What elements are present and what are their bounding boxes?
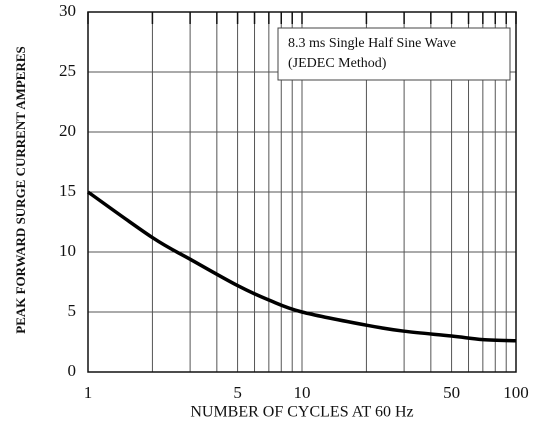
x-tick-label: 1 bbox=[84, 383, 93, 402]
x-tick-label: 100 bbox=[503, 383, 529, 402]
annotation-box bbox=[277, 27, 511, 81]
annotation: 8.3 ms Single Half Sine Wave bbox=[288, 36, 456, 51]
y-tick-label: 5 bbox=[68, 301, 77, 320]
annotation: (JEDEC Method) bbox=[288, 56, 387, 71]
x-axis-title: NUMBER OF CYCLES AT 60 Hz bbox=[190, 404, 413, 421]
x-tick-label: 5 bbox=[233, 383, 242, 402]
x-tick-label: 50 bbox=[443, 383, 460, 402]
y-tick-label: 15 bbox=[59, 181, 76, 200]
y-tick-label: 0 bbox=[68, 361, 77, 380]
y-tick-label: 20 bbox=[59, 121, 76, 140]
y-tick-label: 25 bbox=[59, 61, 76, 80]
y-axis-title: PEAK FORWARD SURGE CURRENT AMPERES bbox=[13, 46, 28, 334]
y-tick-label: 10 bbox=[59, 241, 76, 260]
curve bbox=[86, 190, 517, 343]
x-tick-label: 10 bbox=[294, 383, 311, 402]
y-tick-label: 30 bbox=[59, 1, 76, 20]
